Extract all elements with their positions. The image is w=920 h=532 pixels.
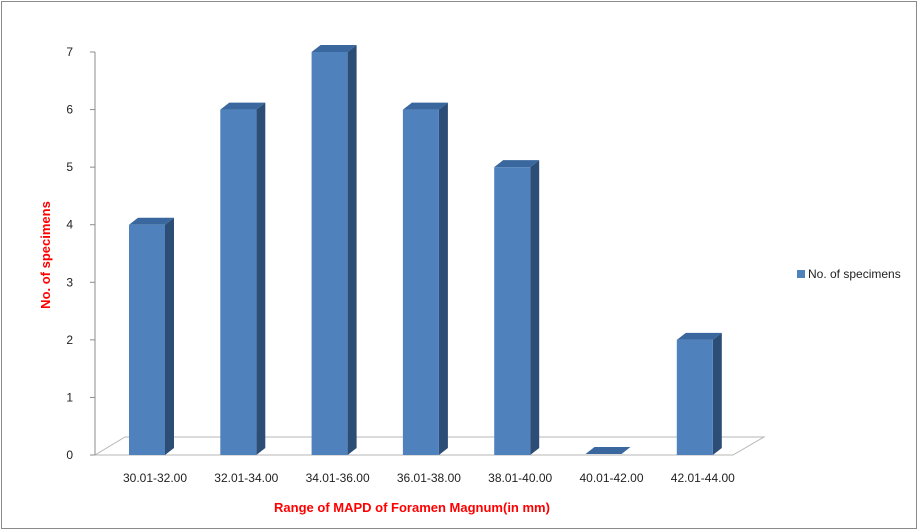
bar <box>494 160 540 455</box>
bar-top <box>402 102 448 110</box>
legend-label: No. of specimens <box>808 267 901 281</box>
bar <box>676 332 722 455</box>
y-tick-label: 3 <box>66 275 73 289</box>
bar-front <box>402 109 439 456</box>
bar-front <box>311 52 348 455</box>
y-tick-label: 0 <box>66 448 73 462</box>
bar-top <box>220 102 266 110</box>
bar-side <box>438 102 448 456</box>
bar-top <box>311 45 357 52</box>
bar-top <box>585 447 631 454</box>
y-tick-label: 7 <box>66 45 73 59</box>
bar <box>220 102 266 456</box>
y-tick-label: 2 <box>66 333 73 347</box>
bars <box>129 45 722 456</box>
y-tick-label: 1 <box>66 390 73 404</box>
bar <box>311 45 357 455</box>
bar <box>585 447 631 454</box>
bar-front <box>129 224 165 455</box>
y-axis: 0 1 2 3 4 5 6 7 <box>66 45 96 462</box>
x-tick-label: 38.01-40.00 <box>488 471 552 485</box>
bar-front <box>220 109 257 456</box>
bar-side <box>347 45 357 455</box>
bar <box>129 217 174 455</box>
bar-side <box>256 102 266 456</box>
legend: No. of specimens <box>797 267 901 281</box>
bar-top <box>129 217 174 225</box>
bar-side <box>530 160 540 455</box>
x-axis-tick-labels: 30.01-32.00 32.01-34.00 34.01-36.00 36.01-3… <box>123 471 735 485</box>
y-axis-title: No. of specimens <box>38 201 53 309</box>
x-tick-label: 32.01-34.00 <box>214 471 278 485</box>
x-tick-label: 36.01-38.00 <box>397 471 461 485</box>
bar-front <box>676 339 713 455</box>
x-tick-label: 30.01-32.00 <box>123 471 187 485</box>
y-tick-label: 4 <box>66 218 73 232</box>
legend-swatch <box>797 270 805 278</box>
y-tick-label: 5 <box>66 160 73 174</box>
bar-front <box>494 167 531 455</box>
x-tick-label: 42.01-44.00 <box>671 471 735 485</box>
x-axis-title: Range of MAPD of Foramen Magnum(in mm) <box>274 500 550 515</box>
bar-side <box>712 332 722 455</box>
bar-top <box>676 332 722 340</box>
x-tick-label: 40.01-42.00 <box>579 471 643 485</box>
bar <box>402 102 448 456</box>
bar-side <box>165 217 174 455</box>
bar-top <box>494 160 540 168</box>
y-tick-label: 6 <box>66 103 73 117</box>
x-tick-label: 34.01-36.00 <box>306 471 370 485</box>
